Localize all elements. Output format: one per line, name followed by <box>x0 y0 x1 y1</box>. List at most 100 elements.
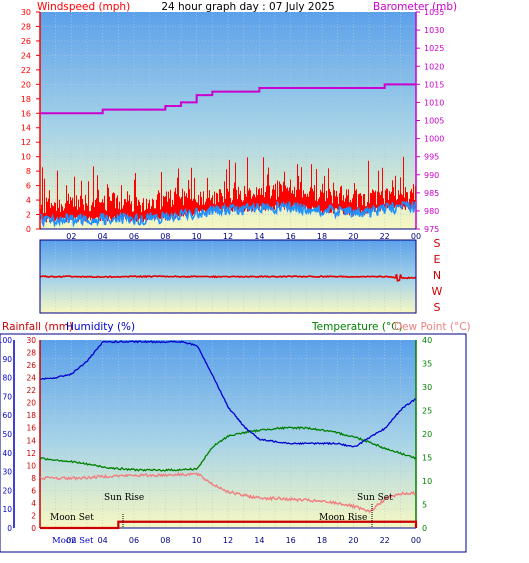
barometer-tick-label: 985 <box>424 189 439 198</box>
direction-label: W <box>432 285 443 298</box>
rain-tick-label: 0 <box>31 524 36 533</box>
wind-x-axis: 02 04 06 08 10 12 14 16 18 20 22 00 <box>66 232 421 241</box>
rain-tick-label: 16 <box>26 424 36 433</box>
wind-x-tick-label: 04 <box>98 232 108 241</box>
humidity-tick-label: 30 <box>2 468 12 477</box>
humidity-tick-label: 60 <box>2 411 12 420</box>
wind-tick-label: 6 <box>26 182 31 191</box>
rain-title: Rainfall (mm) <box>2 321 73 333</box>
rain-tick-label: 20 <box>26 399 36 408</box>
temperature-title: Temperature (°C) <box>311 321 403 333</box>
lower-x-tick-label: 12 <box>223 536 233 545</box>
humidity-tick-label: 90 <box>2 355 12 364</box>
rain-tick-label: 26 <box>26 361 36 370</box>
lower-x-tick-label: 06 <box>129 536 139 545</box>
wind-tick-label: 16 <box>21 109 31 118</box>
humidity-tick-label: 80 <box>2 374 12 383</box>
dewpoint-title: Dew Point (°C) <box>394 321 471 333</box>
barometer-axis: 975 980 985 990 995 1000 1005 1010 1015 1020 1025 1… <box>416 8 444 234</box>
temperature-series-line <box>39 426 416 472</box>
direction-label: S <box>434 237 441 250</box>
direction-label: N <box>433 269 441 282</box>
temperature-tick-label: 25 <box>422 407 432 416</box>
wind-tick-label: 18 <box>21 95 31 104</box>
wind-tick-label: 28 <box>21 22 31 31</box>
humidity-series-line <box>40 340 416 448</box>
barometer-tick-label: 1030 <box>424 26 444 35</box>
lower-x-axis: 02 04 06 08 10 12 14 16 18 20 22 00 <box>66 536 421 545</box>
barometer-tick-label: 1025 <box>424 44 444 53</box>
rain-tick-label: 2 <box>31 511 36 520</box>
rain-tick-label: 14 <box>26 436 36 445</box>
wind-x-tick-label: 16 <box>286 232 296 241</box>
rain-tick-label: 24 <box>26 374 36 383</box>
lower-x-tick-label: 14 <box>254 536 264 545</box>
barometer-tick-label: 990 <box>424 171 439 180</box>
sun-rise-label: Sun Rise <box>104 493 144 503</box>
barometer-tick-label: 1005 <box>424 117 444 126</box>
wind-tick-label: 8 <box>26 167 31 176</box>
wind-tick-label: 22 <box>21 66 31 75</box>
lower-grid <box>13 340 417 529</box>
lower-x-tick-label: 08 <box>160 536 170 545</box>
barometer-tick-label: 1010 <box>424 98 444 107</box>
wind-x-tick-label: 12 <box>223 232 233 241</box>
sun-set-label: Sun Set <box>357 493 393 503</box>
lower-x-tick-label: 10 <box>192 536 202 545</box>
temperature-tick-label: 35 <box>422 360 432 369</box>
lower-series <box>39 340 418 530</box>
wind-tick-label: 2 <box>26 211 31 220</box>
temperature-tick-label: 5 <box>422 501 427 510</box>
temperature-axis: 0 5 10 15 20 25 30 35 40 <box>422 336 432 533</box>
temperature-tick-label: 30 <box>422 383 432 392</box>
wind-x-tick-label: 20 <box>348 232 358 241</box>
wind-x-tick-label: 00 <box>411 232 421 241</box>
wind-tick-label: 24 <box>21 51 31 60</box>
average-wind-series-line <box>40 200 417 228</box>
humidity-tick-label: 0 <box>7 524 12 533</box>
direction-series-line <box>40 273 416 282</box>
direction-series <box>40 273 416 282</box>
wind-grid <box>39 12 417 230</box>
lower-x-tick-label: 02 <box>66 536 76 545</box>
humidity-tick-label: 70 <box>2 392 12 401</box>
humidity-tick-label: 100 <box>0 336 12 345</box>
wind-title: Windspeed (mph) <box>37 1 130 13</box>
moon-set-label: Moon Set <box>50 513 94 523</box>
barometer-tick-label: 975 <box>424 225 439 234</box>
barometer-tick-label: 1035 <box>424 8 444 17</box>
dewpoint-series-line <box>39 471 416 514</box>
wind-x-tick-label: 22 <box>380 232 390 241</box>
lower-x-tick-label: 16 <box>286 536 296 545</box>
wind-x-tick-label: 02 <box>66 232 76 241</box>
barometer-tick-label: 1020 <box>424 62 444 71</box>
chart-title: 24 hour graph day : 07 July 2025 <box>161 1 334 13</box>
lower-x-tick-label: 18 <box>317 536 327 545</box>
lower-x-tick-label: 04 <box>98 536 108 545</box>
humidity-tick-label: 20 <box>2 486 12 495</box>
wind-tick-label: 0 <box>26 225 31 234</box>
barometer-series-line <box>40 83 416 115</box>
moon-set-time-label: Moon Set <box>52 536 94 546</box>
temperature-tick-label: 15 <box>422 454 432 463</box>
direction-label: S <box>434 301 441 314</box>
rain-tick-label: 22 <box>26 386 36 395</box>
wind-x-tick-label: 08 <box>160 232 170 241</box>
rain-tick-label: 10 <box>26 461 36 470</box>
wind-tick-label: 4 <box>26 196 31 205</box>
wind-tick-label: 12 <box>21 138 31 147</box>
wind-tick-label: 20 <box>21 80 31 89</box>
direction-frame <box>39 239 417 314</box>
rain-tick-label: 6 <box>31 486 36 495</box>
wind-x-tick-label: 14 <box>254 232 264 241</box>
rainfall-series-line <box>40 520 418 530</box>
rain-tick-label: 4 <box>31 499 36 508</box>
wind-tick-label: 14 <box>21 124 31 133</box>
rain-tick-label: 12 <box>26 449 36 458</box>
wind-x-tick-label: 10 <box>192 232 202 241</box>
barometer-tick-label: 980 <box>424 207 439 216</box>
